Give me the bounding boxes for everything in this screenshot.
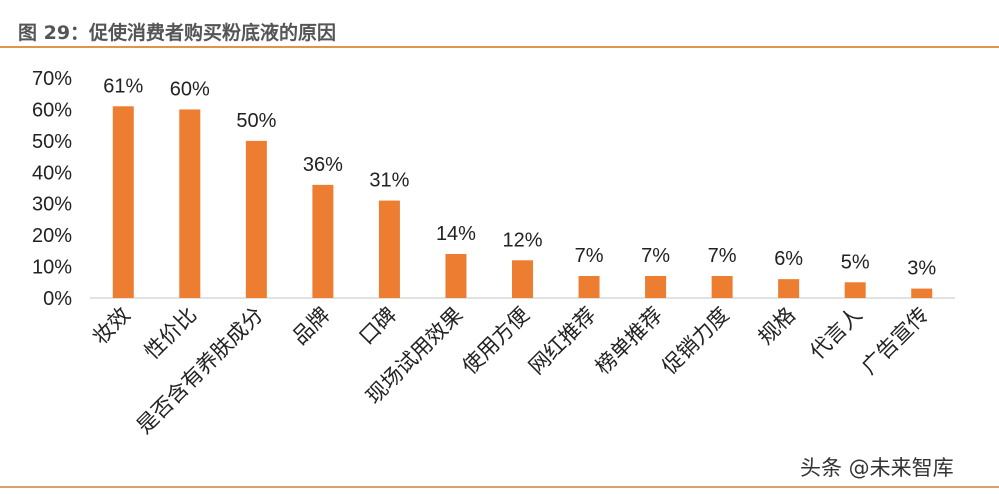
y-tick-label: 70% [32, 68, 72, 90]
y-tick-label: 50% [32, 131, 72, 153]
x-tick-label: 代言人 [805, 303, 867, 365]
y-tick-label: 0% [43, 288, 72, 310]
data-label: 60% [170, 78, 210, 100]
data-label: 7% [708, 245, 737, 267]
y-tick-label: 10% [32, 257, 72, 279]
y-tick-label: 60% [32, 99, 72, 121]
bar [778, 279, 800, 298]
bottom-divider [0, 486, 999, 488]
x-tick-label: 广告宣传 [857, 303, 933, 379]
data-label: 36% [303, 154, 343, 176]
x-tick-label: 网红推荐 [524, 303, 600, 379]
bar [911, 288, 933, 298]
watermark: 头条 @未来智库 [800, 456, 954, 480]
bar [312, 184, 334, 298]
bar [844, 282, 866, 298]
x-tick-label: 使用方便 [458, 303, 534, 379]
title-divider [0, 46, 999, 48]
bar [378, 200, 400, 298]
data-label: 14% [436, 223, 476, 245]
bar [245, 140, 267, 298]
bar [445, 254, 467, 298]
data-label: 6% [774, 248, 803, 270]
x-tick-label: 性价比 [140, 303, 202, 365]
data-label: 7% [641, 245, 670, 267]
x-tick-label: 是否含有养肤成分 [132, 303, 268, 439]
bar [512, 260, 533, 298]
x-tick-label: 品牌 [288, 303, 335, 350]
data-label: 12% [502, 229, 542, 251]
x-tick-label: 妆效 [88, 303, 135, 350]
data-label: 50% [236, 110, 276, 132]
x-tick-label: 规格 [754, 303, 801, 350]
y-tick-label: 30% [32, 194, 72, 216]
y-tick-label: 40% [32, 162, 72, 184]
bar [645, 276, 667, 298]
x-tick-label: 促销力度 [657, 303, 733, 379]
bar [179, 109, 201, 298]
y-tick-label: 20% [32, 225, 72, 247]
x-tick-label: 榜单推荐 [591, 303, 667, 379]
data-label: 31% [369, 170, 409, 192]
data-label: 7% [575, 245, 604, 267]
data-label: 61% [103, 75, 143, 97]
data-label: 3% [907, 258, 936, 280]
bar [112, 106, 134, 299]
figure-title: 图 29：促使消费者购买粉底液的原因 [18, 22, 337, 44]
data-label: 5% [841, 251, 870, 273]
x-tick-label: 口碑 [354, 303, 401, 350]
bar [578, 276, 600, 298]
bar [711, 276, 733, 298]
